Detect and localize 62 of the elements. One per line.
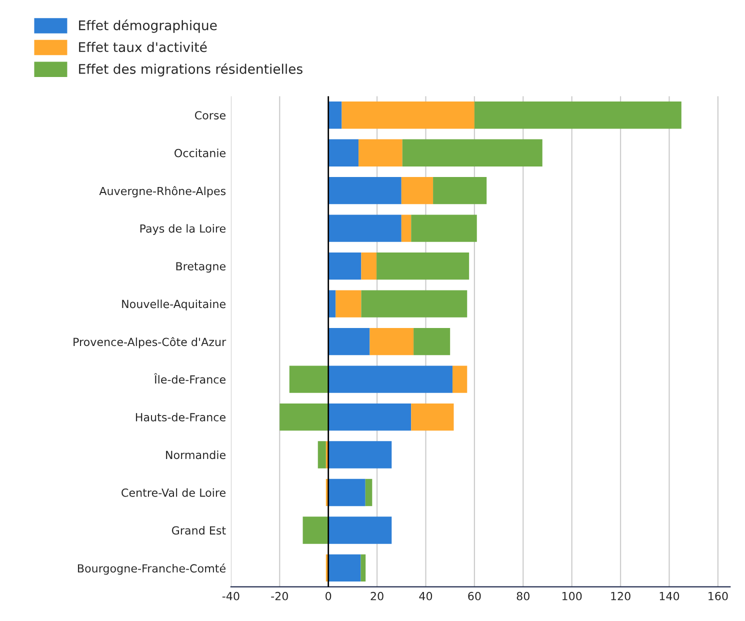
x-tick-label: 160 [708,592,728,600]
x-tick-label: 140 [660,592,680,600]
bar [328,214,402,242]
bar [328,554,361,582]
bar [328,516,392,544]
y-tick-label: Grand Est [172,526,226,535]
bar [328,328,370,356]
bar [376,252,470,280]
legend-label: Effet taux d'activité [79,41,207,52]
y-tick-label: Hauts-de-France [136,412,226,422]
bar [411,403,454,431]
bar [452,366,468,393]
y-tick-label: Occitanie [174,148,226,158]
bar [433,177,487,204]
bar [401,177,434,204]
y-tick-label: Bourgogne-Franche-Comté [78,564,226,575]
x-tick-label: -20 [271,592,288,600]
y-tick-label: Auvergne-Rhône-Alpes [99,186,226,198]
bar [328,290,336,318]
x-tick-label: 80 [516,592,530,600]
bar [328,366,453,393]
bar [411,214,477,242]
bar [289,366,328,393]
bar [336,290,362,318]
y-tick-label: Nouvelle-Aquitaine [122,300,226,310]
y-tick-label: Île-de-France [154,373,226,384]
bar [370,328,414,356]
bar [280,403,328,431]
y-tick-label: Normandie [166,450,226,460]
bar [401,214,412,242]
bar [302,516,328,544]
bar [342,102,474,129]
bar [402,139,542,166]
x-tick-label: 60 [468,592,481,600]
y-tick-label: Corse [194,111,226,120]
x-tick-label: -40 [222,592,240,600]
bar [328,403,412,431]
bar [361,252,377,280]
bar [361,290,468,318]
y-tick-label: Bretagne [176,262,226,273]
y-tick-label: Provence-Alpes-Côte d'Azur [74,337,226,348]
bar [328,177,402,204]
bar [328,102,342,129]
x-tick-label: 100 [562,592,582,600]
y-tick-label: Centre-Val de Loire [122,488,226,497]
x-tick-label: 120 [611,592,630,600]
bar [474,102,682,129]
legend-label: Effet des migrations résidentielles [79,63,302,77]
bar [365,478,372,506]
bar [414,328,450,356]
legend-label: Effet démographique [79,20,217,33]
bar [328,252,362,280]
bar [328,139,359,166]
bar [358,139,402,166]
x-tick-label: 0 [326,592,332,600]
x-tick-label: 40 [419,592,432,600]
bar [360,554,366,582]
x-tick-label: 20 [370,592,384,600]
bar [318,441,326,468]
bar [328,478,366,506]
bar [328,441,392,468]
y-tick-label: Pays de la Loire [140,224,226,235]
